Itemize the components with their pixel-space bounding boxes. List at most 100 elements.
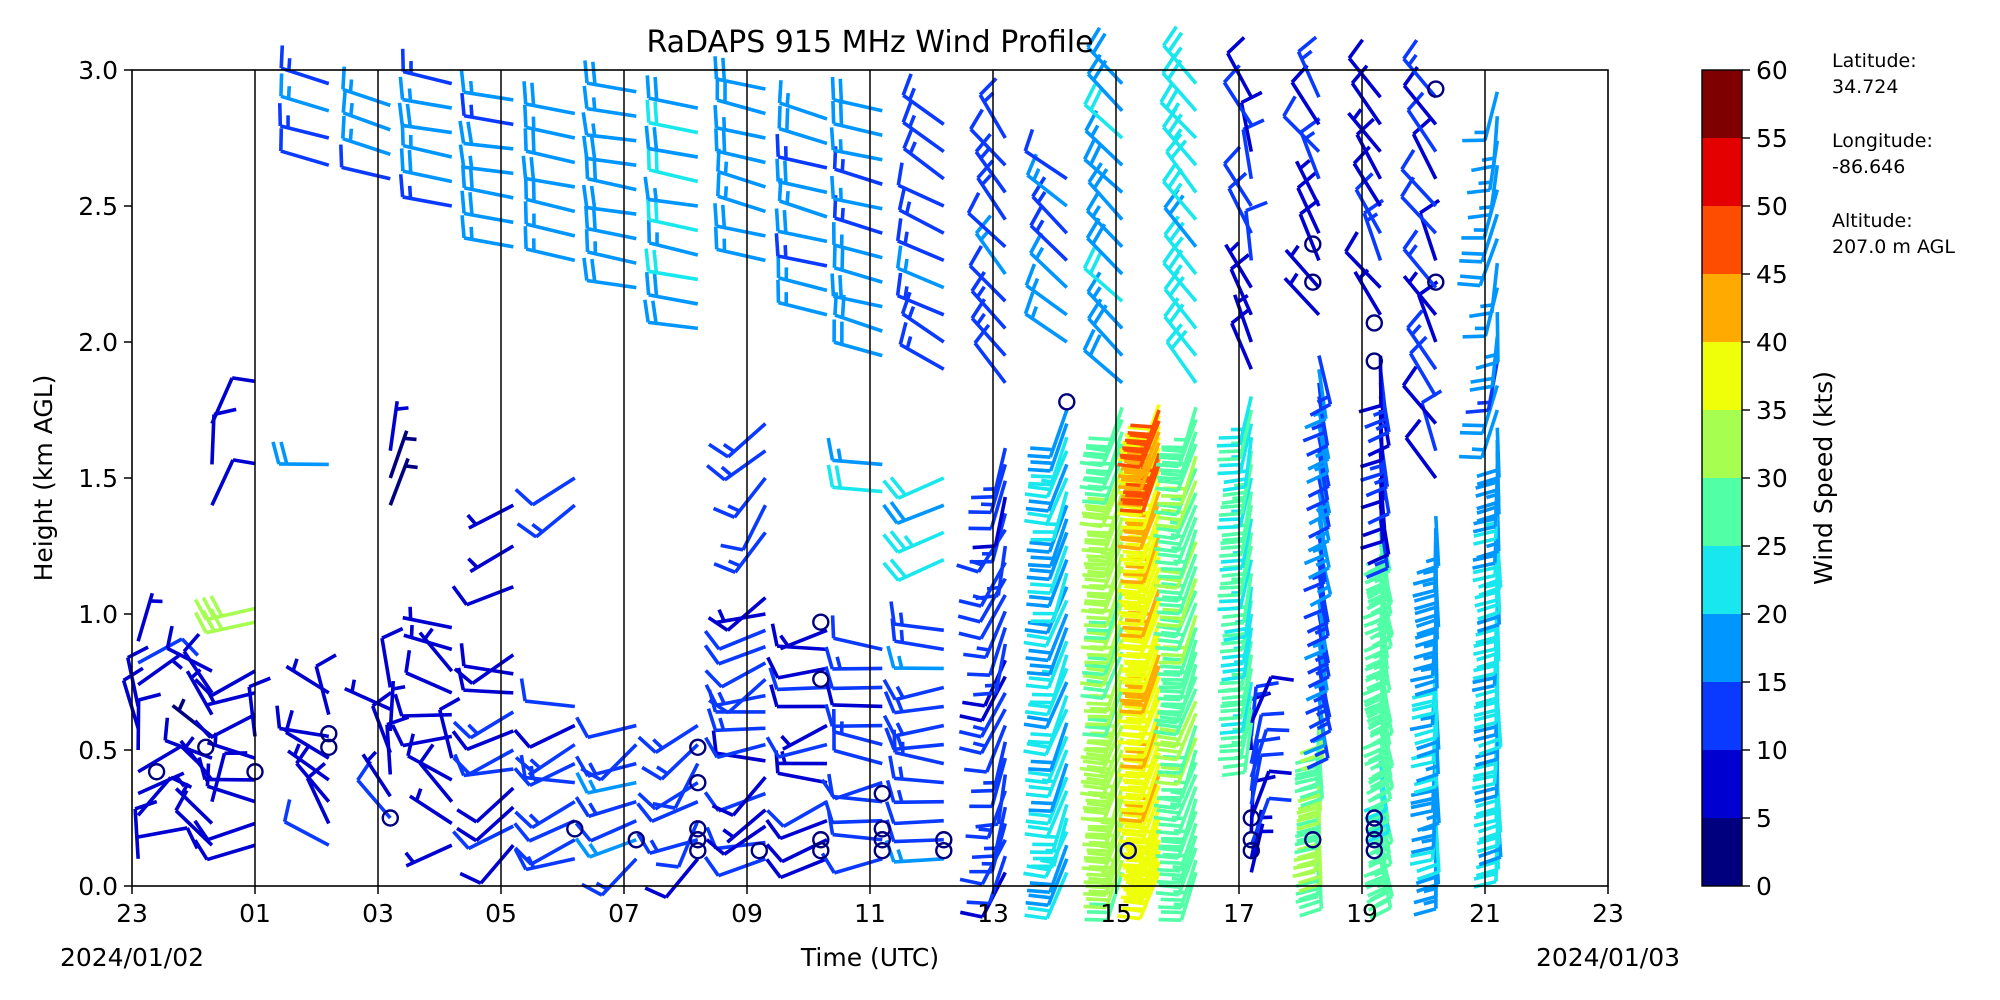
colorbar-tick-label: 60 xyxy=(1756,56,1788,85)
wind-barb xyxy=(402,606,453,630)
wind-barb xyxy=(1030,572,1069,624)
wind-barb xyxy=(830,615,883,652)
wind-barb xyxy=(774,233,828,268)
wind-barb xyxy=(574,819,638,843)
wind-barb xyxy=(451,585,514,607)
wind-barb xyxy=(1249,751,1284,805)
wind-barb xyxy=(1158,859,1198,910)
wind-barb xyxy=(388,457,418,506)
wind-barb xyxy=(1476,427,1501,487)
wind-barb xyxy=(400,48,453,86)
wind-barb xyxy=(1402,271,1438,316)
colorbar-tick-label: 55 xyxy=(1756,124,1788,153)
wind-barb xyxy=(966,191,1007,249)
calm-wind-marker xyxy=(812,831,830,849)
y-tick-label: 1.5 xyxy=(78,464,118,493)
wind-barb xyxy=(644,857,700,899)
wind-barb xyxy=(397,102,453,135)
wind-barb xyxy=(193,595,256,622)
wind-barb xyxy=(1084,590,1124,641)
colorbar-segment xyxy=(1702,342,1742,410)
wind-barb xyxy=(1244,200,1268,261)
wind-barb xyxy=(829,127,883,162)
wind-barb xyxy=(1304,368,1328,430)
wind-barb xyxy=(1157,835,1198,885)
calm-wind-marker xyxy=(1365,809,1384,827)
calm-wind-marker xyxy=(1427,80,1445,98)
wind-barb xyxy=(646,220,699,257)
wind-barb xyxy=(1290,64,1321,126)
wind-barb xyxy=(1027,518,1069,568)
wind-barb xyxy=(582,85,637,119)
wind-barb xyxy=(519,678,575,709)
colorbar-segment xyxy=(1702,614,1742,682)
x-tick-label: 17 xyxy=(1223,899,1255,928)
wind-barb xyxy=(969,757,1008,809)
wind-barb xyxy=(452,710,515,740)
wind-barb xyxy=(1475,312,1500,371)
wind-barb xyxy=(1158,455,1198,506)
x-tick-label: 13 xyxy=(977,899,1009,928)
wind-barb xyxy=(1163,269,1198,330)
colorbar-frame xyxy=(1701,69,1743,887)
wind-barb xyxy=(1155,418,1198,469)
wind-barb xyxy=(1029,803,1069,855)
wind-barb xyxy=(1154,737,1198,787)
wind-barb xyxy=(456,805,515,843)
station-info: Latitude: 34.724 xyxy=(1832,48,1917,100)
wind-barb xyxy=(1025,776,1069,826)
wind-barb xyxy=(282,799,330,847)
wind-barb xyxy=(776,750,827,766)
calm-wind-marker xyxy=(1365,314,1384,332)
wind-barb xyxy=(765,819,828,841)
wind-barb xyxy=(1157,724,1198,775)
wind-barb xyxy=(580,743,638,782)
calm-wind-marker xyxy=(689,841,707,860)
wind-barb xyxy=(882,501,945,525)
colorbar-segment xyxy=(1702,274,1742,342)
wind-barb xyxy=(884,727,944,752)
x-tick-label: 05 xyxy=(485,899,517,928)
colorbar-segment xyxy=(1702,750,1742,818)
wind-barb xyxy=(580,857,638,897)
wind-barb xyxy=(1402,39,1438,99)
wind-barb xyxy=(1024,263,1068,317)
wind-barb xyxy=(466,503,515,530)
wind-barb xyxy=(418,627,454,673)
wind-barb xyxy=(437,696,461,759)
wind-barb xyxy=(898,322,945,371)
wind-barb xyxy=(902,126,945,181)
wind-barb xyxy=(777,80,828,121)
wind-barb xyxy=(522,104,576,140)
wind-barb xyxy=(1023,681,1069,730)
colorbar-tick-label: 45 xyxy=(1756,260,1788,289)
calm-wind-marker xyxy=(1242,809,1261,827)
wind-barb xyxy=(287,743,330,782)
wind-barb xyxy=(279,45,330,86)
wind-barb xyxy=(523,176,576,214)
calm-wind-marker xyxy=(1365,352,1384,370)
wind-barb xyxy=(1347,38,1382,99)
wind-barb xyxy=(901,100,945,154)
wind-barb xyxy=(136,592,163,642)
wind-barb xyxy=(779,628,828,651)
wind-barb xyxy=(969,108,1007,167)
wind-barb xyxy=(523,128,576,165)
wind-barb xyxy=(1402,229,1438,289)
wind-barb xyxy=(1294,158,1321,207)
wind-barb xyxy=(1347,108,1382,153)
calm-wind-marker xyxy=(627,831,645,849)
calm-wind-marker xyxy=(1242,841,1261,860)
wind-barb xyxy=(895,272,945,317)
wind-barb xyxy=(705,824,767,856)
wind-barb xyxy=(1023,291,1068,344)
wind-barb xyxy=(1400,149,1438,208)
wind-barb xyxy=(285,658,330,695)
wind-barb xyxy=(645,75,699,110)
wind-barb xyxy=(1217,423,1254,476)
wind-barb xyxy=(900,291,945,344)
wind-barb xyxy=(391,724,453,748)
wind-barb xyxy=(197,756,256,782)
wind-barb xyxy=(137,654,183,687)
